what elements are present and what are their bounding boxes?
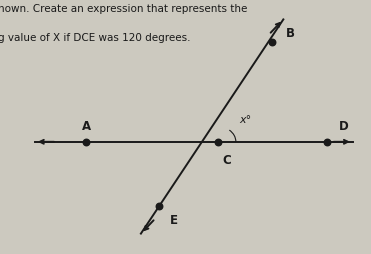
Text: A: A bbox=[82, 119, 91, 132]
Point bbox=[215, 140, 221, 144]
Text: E: E bbox=[170, 213, 178, 226]
Text: g value of X if DCE was 120 degrees.: g value of X if DCE was 120 degrees. bbox=[0, 33, 191, 43]
Text: C: C bbox=[222, 154, 231, 166]
Text: D: D bbox=[339, 119, 348, 132]
Text: hown. Create an expression that represents the: hown. Create an expression that represen… bbox=[0, 4, 248, 14]
Point bbox=[324, 140, 330, 144]
Point bbox=[83, 140, 89, 144]
Point bbox=[269, 41, 275, 45]
Text: x°: x° bbox=[239, 114, 251, 124]
Point bbox=[156, 204, 162, 208]
Text: B: B bbox=[286, 27, 295, 39]
